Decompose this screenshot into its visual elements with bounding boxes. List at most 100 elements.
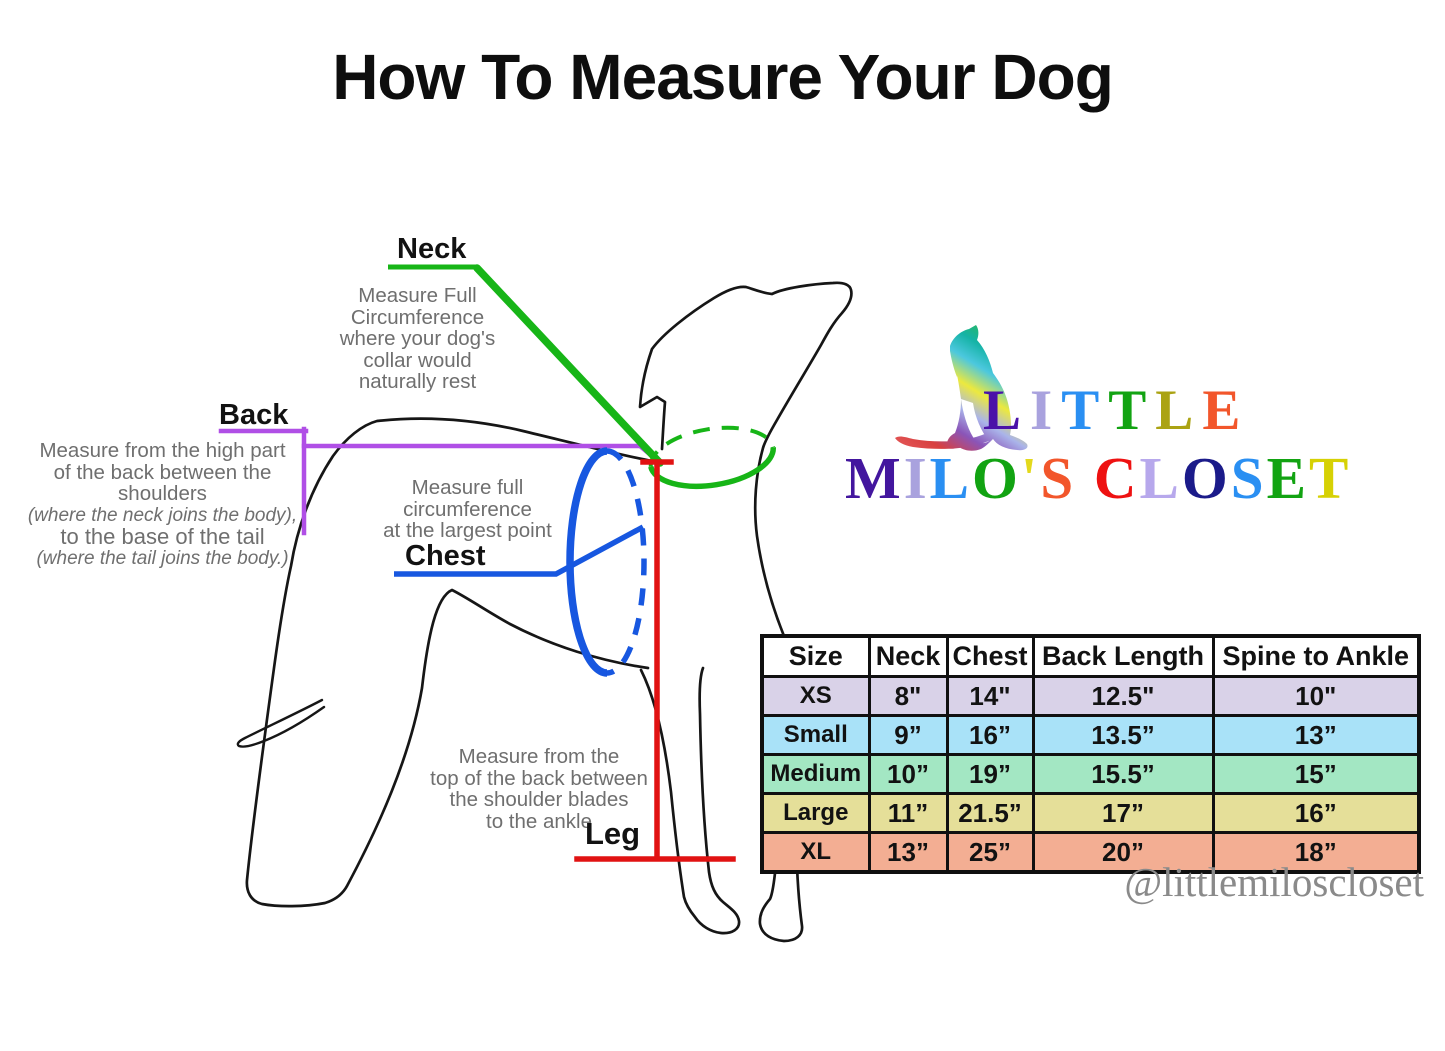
logo-letter: O [1181,445,1231,511]
logo-letter: L [983,379,1031,442]
social-handle: @littlemiloscloset [1124,859,1424,905]
logo-letter: C [1093,445,1140,511]
back-note-line: shoulders [118,482,207,505]
chest-note-line: circumference [403,497,532,521]
chest-ellipse-solid [566,447,608,677]
back-note: Measure from the high part of the back b… [25,440,300,569]
dog-tail [236,698,326,748]
back-label: Back [219,399,289,431]
leg-note-line: to the ankle [486,809,592,833]
logo-letter: T [1308,445,1352,511]
chest-label: Chest [405,540,486,572]
logo-letter: I [1030,379,1062,442]
size-name-cell: Small [760,714,871,756]
back-note-line: to the base of the tail [60,524,265,549]
size-row-small: Small 9” 16” 13.5” 13” [760,714,1421,756]
neck-note-line: Circumference [350,305,485,329]
logo-letter: L [929,445,973,511]
logo-letter: E [1266,445,1309,511]
neck-note-line: naturally rest [358,370,477,393]
page-title: How To Measure Your Dog [332,41,1114,113]
measurement-cell: 9” [867,714,949,756]
size-chart-header-cell: Size [760,634,871,678]
neck-note-line: Measure Full [358,284,477,307]
measurement-cell: 11” [867,792,949,834]
size-row-medium: Medium 10” 19” 15.5” 15” [760,753,1421,795]
brand-logo: LITTLE MILO'S CLOSET [845,320,1348,520]
leg-label: Leg [585,816,641,851]
size-name-cell: XS [760,675,871,717]
measurement-cell: 19” [945,753,1035,795]
back-note-line: Measure from the high part [39,439,286,462]
size-chart-header-cell: Chest [945,634,1035,678]
neck-note-line: where your dog's [339,327,496,350]
measurement-cell: 14" [945,675,1035,717]
measurement-cell: 15.5” [1031,753,1215,795]
measurement-cell: 17” [1031,792,1215,834]
logo-letter: S [1230,445,1267,511]
logo-letter: I [903,445,930,511]
back-note-line: (where the neck joins the body), [27,504,298,526]
logo-letter: L [1139,445,1182,511]
measurement-cell: 21.5” [945,792,1035,834]
measurement-cell: 10" [1211,675,1421,717]
leg-note-line: the shoulder blades [449,788,629,811]
logo-word-little: LITTLE [983,378,1249,443]
neck-collar-ellipse-dashed [648,425,776,467]
size-row-large: Large 11” 21.5” 17” 16” [760,792,1421,834]
measurement-cell: 10” [867,753,949,795]
measurement-cell: 15” [1211,753,1421,795]
logo-letter: T [1061,379,1109,442]
logo-letter [1076,445,1094,511]
size-chart-header-cell: Back Length [1031,634,1215,678]
measurement-cell: 16” [1211,792,1421,834]
logo-letter: T [1108,379,1156,442]
leg-note: Measure from the top of the back between… [420,746,658,832]
chest-measure-line [394,447,647,677]
size-row-xs: XS 8" 14" 12.5" 10" [760,675,1421,717]
measurement-cell: 18” [1211,831,1421,874]
logo-letter: O [972,445,1021,511]
back-note-line: of the back between the [53,460,272,484]
logo-word-milos-closet: MILO'S CLOSET [845,444,1351,513]
size-chart-header-cell: Spine to Ankle [1211,634,1421,678]
dog-silhouette-shape [895,325,1028,451]
leg-measure-line [574,459,736,862]
logo-letter: M [845,445,904,511]
logo-letter: L [1155,379,1203,442]
size-chart-header-cell: Neck [867,634,949,678]
dog-head-outline [638,281,853,662]
back-note-line: (where the tail joins the body.) [36,547,289,569]
rainbow-dog-silhouette-icon [895,325,1028,451]
measurement-cell: 16” [945,714,1035,756]
size-name-cell: XL [760,831,871,874]
chest-note-line: Measure full [411,476,524,499]
size-row-xl: XL 13” 25” 20” 18” [760,831,1421,874]
measurement-cell: 8" [867,675,949,717]
leg-note-line: Measure from the [458,745,620,768]
chest-note-line: at the largest point [383,519,552,542]
measurement-cell: 25” [945,831,1035,874]
dog-body-outline [245,417,654,908]
size-chart-table: Size Neck Chest Back Length Spine to Ankle X… [760,634,1421,874]
size-chart-header-row: Size Neck Chest Back Length Spine to Ankle [760,634,1421,678]
measurement-cell: 13” [1211,714,1421,756]
neck-collar-ellipse-solid [648,447,776,490]
logo-letter: ' [1020,445,1041,511]
size-name-cell: Medium [760,753,871,795]
measurement-cell: 20” [1031,831,1215,874]
leg-note-line: top of the back between [430,766,648,790]
chest-note: Measure full circumference at the larges… [350,477,585,542]
logo-letter: E [1202,379,1250,442]
dog-front-leg-near [639,666,741,935]
size-chart: Size Neck Chest Back Length Spine to Ankle X… [760,634,1421,874]
logo-letter: S [1040,445,1077,511]
neck-label: Neck [397,233,467,265]
neck-note-line: collar would [363,348,472,372]
neck-note: Measure Full Circumference where your do… [300,285,535,393]
measurement-cell: 13.5” [1031,714,1215,756]
measurement-cell: 12.5" [1031,675,1215,717]
measurement-cell: 13” [867,831,949,874]
